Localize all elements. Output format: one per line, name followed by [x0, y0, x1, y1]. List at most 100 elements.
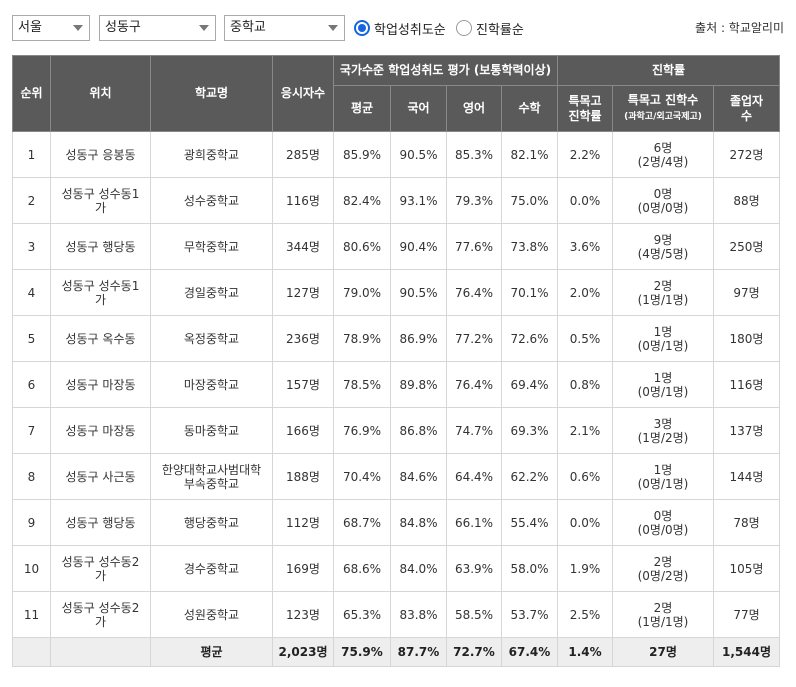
avg-cell: 68.7%	[333, 499, 391, 546]
table-row: 3 성동구 행당동 무학중학교 344명 80.6% 90.4% 77.6% 73.8% 3.6…	[12, 223, 781, 270]
test-takers-cell: 123명	[272, 591, 334, 638]
col-special-rate-line1: 특목고	[568, 93, 602, 108]
school-cell: 마장중학교	[150, 361, 273, 408]
school-cell-line2: 부속중학교	[183, 476, 240, 491]
english-cell: 77.6%	[446, 223, 502, 270]
col-group-admission: 진학률	[556, 55, 781, 86]
location-cell: 성동구 행당동	[50, 499, 151, 546]
col-special-rate-line2: 진학률	[568, 108, 602, 123]
location-cell-line1: 성동구 성수동1	[61, 278, 140, 293]
table-row: 10 성동구 성수동2 가 경수중학교 169명 68.6% 84.0% 63.9% 58.0%…	[12, 545, 781, 592]
chevron-down-icon	[73, 25, 83, 31]
avg-cell: 79.0%	[333, 269, 391, 316]
special-count-cell: 6명 (2명/4명)	[612, 131, 714, 178]
test-takers-cell: 285명	[272, 131, 334, 178]
location-cell: 성동구 응봉동	[50, 131, 151, 178]
col-group-achievement: 국가수준 학업성취도 평가 (보통학력이상)	[333, 55, 558, 86]
graduates-cell: 137명	[712, 407, 781, 454]
school-ranking-table: 순위 위치 학교명 응시자수 국가수준 학업성취도 평가 (보통학력이상) 진학…	[12, 55, 781, 667]
sort-achievement-label: 학업성취도순	[374, 22, 446, 38]
sort-admission-radio[interactable]: 진학률순	[456, 17, 524, 39]
english-cell: 85.3%	[446, 131, 502, 178]
special-count-cell-line1: 1명	[653, 324, 673, 339]
table-row: 1 성동구 응봉동 광희중학교 285명 85.9% 90.5% 85.3% 82.1% 2.2…	[12, 131, 781, 178]
special-count-cell: 1명 (0명/1명)	[612, 315, 714, 362]
math-cell: 73.8%	[501, 223, 558, 270]
col-korean: 국어	[390, 85, 447, 132]
test-takers-cell: 127명	[272, 269, 334, 316]
school-level-select-value: 중학교	[230, 20, 266, 35]
test-takers-cell: 344명	[272, 223, 334, 270]
korean-cell: 86.9%	[390, 315, 447, 362]
graduates-cell: 97명	[712, 269, 781, 316]
korean-cell: 83.8%	[390, 591, 447, 638]
special-count-cell-line2: (0명/0명)	[637, 522, 689, 537]
school-level-select[interactable]: 중학교	[224, 15, 345, 41]
math-cell: 75.0%	[501, 177, 558, 224]
english-cell: 64.4%	[446, 453, 502, 500]
special-rate-cell: 2.2%	[557, 131, 613, 178]
filter-bar: 서울 성동구 중학교 학업성취도순 진학률순 출처 : 학교알리미	[12, 15, 784, 41]
rank-cell: 11	[12, 591, 51, 638]
test-takers-cell: 188명	[272, 453, 334, 500]
radio-checked-icon	[354, 20, 370, 36]
table-body: 1 성동구 응봉동 광희중학교 285명 85.9% 90.5% 85.3% 82.1% 2.2…	[12, 131, 781, 667]
special-count-cell: 0명 (0명/0명)	[612, 499, 714, 546]
col-special-count-line2: (과학고/외고국제고)	[624, 111, 702, 122]
chevron-down-icon	[328, 25, 338, 31]
school-cell: 동마중학교	[150, 407, 273, 454]
table-row: 9 성동구 행당동 행당중학교 112명 68.7% 84.8% 66.1% 55.4% 0.0…	[12, 499, 781, 546]
sort-achievement-radio[interactable]: 학업성취도순	[354, 17, 446, 39]
math-cell: 55.4%	[501, 499, 558, 546]
special-rate-cell: 0.0%	[557, 177, 613, 224]
special-count-cell-line2: (0명/1명)	[637, 338, 689, 353]
special-count-cell: 2명 (1명/1명)	[612, 591, 714, 638]
sort-admission-label: 진학률순	[476, 22, 524, 38]
test-takers-cell: 116명	[272, 177, 334, 224]
korean-cell: 90.5%	[390, 131, 447, 178]
col-test-takers: 응시자수	[272, 55, 334, 132]
region-select-value: 서울	[18, 20, 42, 35]
col-math: 수학	[501, 85, 558, 132]
location-cell: 성동구 마장동	[50, 361, 151, 408]
rank-cell: 1	[12, 131, 51, 178]
math-cell: 53.7%	[501, 591, 558, 638]
location-cell-line1: 성동구 성수동1	[61, 186, 140, 201]
graduates-cell: 77명	[712, 591, 781, 638]
special-rate-cell: 3.6%	[557, 223, 613, 270]
location-cell: 성동구 성수동1 가	[50, 177, 151, 224]
avg-cell: 76.9%	[333, 407, 391, 454]
school-cell: 경수중학교	[150, 545, 273, 592]
english-cell: 79.3%	[446, 177, 502, 224]
special-count-cell-line2: (0명/0명)	[637, 200, 689, 215]
rank-cell: 7	[12, 407, 51, 454]
test-takers-cell: 157명	[272, 361, 334, 408]
rank-cell: 2	[12, 177, 51, 224]
avg-cell: 70.4%	[333, 453, 391, 500]
col-special-rate: 특목고 진학률	[557, 85, 613, 132]
special-count-cell: 2명 (1명/1명)	[612, 269, 714, 316]
source-note: 출처 : 학교알리미	[695, 21, 784, 35]
special-rate-cell: 1.9%	[557, 545, 613, 592]
graduates-cell: 272명	[712, 131, 781, 178]
special-count-cell-line1: 9명	[653, 232, 673, 247]
graduates-cell: 180명	[712, 315, 781, 362]
average-label: 평균	[150, 637, 273, 667]
table-row: 8 성동구 사근동 한양대학교사범대학 부속중학교 188명 70.4% 84.6% 64.4…	[12, 453, 781, 500]
region-select[interactable]: 서울	[12, 15, 90, 41]
english-cell: 74.7%	[446, 407, 502, 454]
english-cell: 66.1%	[446, 499, 502, 546]
special-rate-cell: 2.5%	[557, 591, 613, 638]
math-cell: 70.1%	[501, 269, 558, 316]
special-count-cell-line2: (1명/2명)	[637, 430, 689, 445]
test-takers-cell: 236명	[272, 315, 334, 362]
average-korean: 87.7%	[390, 637, 447, 667]
col-special-count: 특목고 진학수 (과학고/외고국제고)	[612, 85, 714, 132]
col-english: 영어	[446, 85, 502, 132]
district-select[interactable]: 성동구	[99, 15, 216, 41]
special-rate-cell: 2.0%	[557, 269, 613, 316]
special-count-cell-line1: 2명	[653, 554, 673, 569]
math-cell: 58.0%	[501, 545, 558, 592]
special-count-cell-line2: (4명/5명)	[637, 246, 689, 261]
location-cell: 성동구 행당동	[50, 223, 151, 270]
